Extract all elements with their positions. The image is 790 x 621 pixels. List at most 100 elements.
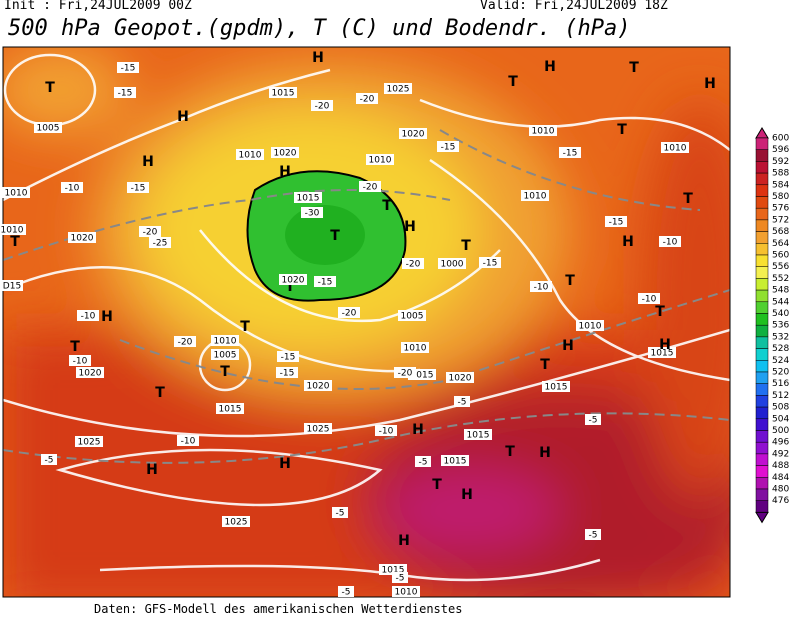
label-box (61, 182, 83, 193)
map-label: -10 (534, 283, 549, 293)
map-label: 1010 (369, 156, 392, 166)
map-label: 1015 (545, 383, 568, 393)
map-label: 1020 (71, 234, 94, 244)
map-label: 1010 (664, 144, 687, 154)
map-label: -15 (318, 278, 333, 288)
map-label: -5 (589, 416, 598, 426)
colorbar-label: 508 (772, 403, 789, 413)
colorbar-cell (755, 254, 769, 267)
colorbar-tip-top (755, 127, 769, 139)
map-label: 1010 (404, 344, 427, 354)
map-label: -5 (336, 509, 345, 519)
map-label: 1005 (401, 312, 424, 322)
colorbar-cell (755, 430, 769, 443)
label-box (392, 572, 408, 583)
map-label: 1010 (1, 226, 24, 236)
map-label: -20 (315, 102, 330, 112)
label-box (174, 336, 196, 347)
label-box (437, 141, 459, 152)
colorbar-label: 568 (772, 227, 789, 237)
colorbar-label: 572 (772, 215, 789, 225)
colorbar-label: 484 (772, 473, 789, 483)
colorbar-cell (755, 336, 769, 349)
label-box (402, 258, 424, 269)
colorbar-cell (755, 161, 769, 174)
label-box (0, 224, 26, 235)
map-label: H (544, 59, 556, 75)
label-box (479, 257, 501, 268)
map-label: H (312, 50, 324, 66)
colorbar-label: 532 (772, 332, 789, 342)
map-label: -20 (178, 338, 193, 348)
map-label: -20 (398, 369, 413, 379)
colorbar-cell (755, 137, 769, 150)
map-label: H (562, 338, 574, 354)
colorbar-cell (755, 172, 769, 186)
map-label: -10 (73, 357, 88, 367)
label-box (304, 423, 332, 434)
map-label: H (412, 422, 424, 438)
map-label: 1020 (449, 374, 472, 384)
label-box (76, 367, 104, 378)
map-label: -15 (483, 259, 498, 269)
label-box (236, 149, 264, 160)
label-box (576, 320, 604, 331)
valid-time: Valid: Fri,24JUL2009 18Z (480, 0, 668, 13)
colorbar-label: 588 (772, 169, 789, 179)
label-box (521, 190, 549, 201)
colorbar-label: 492 (772, 449, 789, 459)
map-label: 1010 (5, 189, 28, 199)
map-label: 1015 (444, 457, 467, 467)
map-label: 1025 (225, 518, 248, 528)
map-label: T (285, 279, 295, 295)
colorbar-label: 512 (772, 391, 789, 401)
map-label: T (508, 74, 518, 90)
map-label: -5 (396, 574, 405, 584)
label-box (585, 529, 601, 540)
colorbar-cell (755, 266, 769, 279)
map-label: 1010 (239, 151, 262, 161)
label-box (384, 83, 412, 94)
colorbar-label: 516 (772, 379, 789, 389)
map-label: T (655, 304, 665, 320)
label-box (311, 100, 333, 111)
map-label: -10 (379, 427, 394, 437)
label-box (366, 154, 394, 165)
map-label: H (146, 462, 158, 478)
colorbar-cell (755, 184, 769, 197)
colorbar-label: 592 (772, 157, 789, 167)
map-label: -5 (589, 531, 598, 541)
map-label: T (240, 319, 250, 335)
map-label: -15 (121, 64, 136, 74)
label-box (415, 456, 431, 467)
map-label: 1015 (219, 405, 242, 415)
label-box (338, 586, 354, 597)
colorbar-cell (755, 465, 769, 478)
map-label: 1015 (467, 431, 490, 441)
colorbar-label: 504 (772, 414, 789, 424)
map-label: T (565, 273, 575, 289)
colorbar-cell (755, 418, 769, 431)
map-label: 1015 (382, 566, 405, 576)
map-label: T (155, 385, 165, 401)
map-frame (2, 46, 731, 598)
label-box (1, 280, 23, 291)
map-title: 500 hPa Geopot.(gpdm), T (C) und Bodendr… (8, 16, 631, 41)
label-box (269, 87, 297, 98)
colorbar-cell (755, 149, 769, 162)
label-box (379, 564, 407, 575)
label-box (559, 147, 581, 158)
label-box (301, 207, 323, 218)
map-label: H (142, 154, 154, 170)
label-box (441, 455, 469, 466)
label-box (222, 516, 250, 527)
colorbar-label: 580 (772, 192, 789, 202)
map-label: -15 (441, 143, 456, 153)
colorbar-label: 496 (772, 438, 789, 448)
label-box (211, 335, 239, 346)
label-box (139, 226, 161, 237)
map-label: -30 (305, 209, 320, 219)
colorbar-cell (755, 324, 769, 338)
map-label: H (461, 487, 473, 503)
